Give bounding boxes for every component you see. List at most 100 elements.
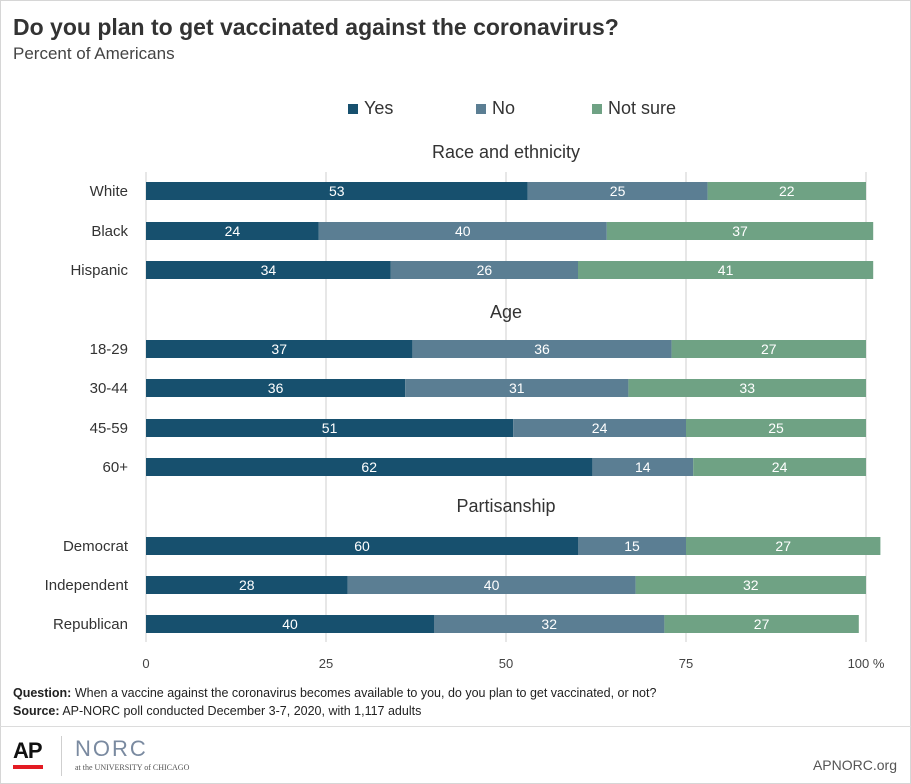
bar-segment xyxy=(693,458,866,476)
group-header: Age xyxy=(490,302,522,322)
ap-logo: AP xyxy=(13,739,47,769)
data-label: 15 xyxy=(624,538,640,554)
bar-segment xyxy=(664,615,859,633)
bar-segment xyxy=(635,576,866,594)
bar-segment xyxy=(578,537,686,555)
data-label: 40 xyxy=(282,616,298,632)
bar-segment xyxy=(146,379,406,397)
norc-logo: NORC at the UNIVERSITY of CHICAGO xyxy=(75,736,190,773)
x-tick-label: 0 xyxy=(142,656,149,671)
legend-item-not-sure: Not sure xyxy=(592,98,676,119)
bar-segment xyxy=(146,458,593,476)
bar-segment xyxy=(606,222,874,240)
chart-subtitle: Percent of Americans xyxy=(13,44,175,63)
data-label: 27 xyxy=(754,616,770,632)
category-label: Hispanic xyxy=(70,262,128,279)
bar-segment xyxy=(347,576,636,594)
norc-logo-subtext: at the UNIVERSITY of CHICAGO xyxy=(75,763,190,772)
legend-label-no: No xyxy=(492,98,516,118)
bar-segment xyxy=(527,182,708,200)
bar-segment xyxy=(671,340,866,358)
x-tick-label: 100 % xyxy=(848,656,885,671)
site-url: APNORC.org xyxy=(812,757,897,773)
data-label: 41 xyxy=(718,262,734,278)
bar-segment xyxy=(405,379,629,397)
bar-segment xyxy=(318,222,607,240)
source-text: AP-NORC poll conducted December 3-7, 202… xyxy=(62,704,422,718)
bar-segment xyxy=(146,340,413,358)
bar-segment xyxy=(390,261,578,279)
bar-segment xyxy=(412,340,672,358)
legend-item-no: No xyxy=(476,98,515,119)
question-label: Question: xyxy=(13,686,72,700)
x-tick-label: 50 xyxy=(499,656,513,671)
data-label: 25 xyxy=(610,183,626,199)
data-label: 24 xyxy=(225,223,241,239)
bar-segment xyxy=(686,419,866,437)
legend-swatch-no xyxy=(476,103,486,114)
norc-logo-text: NORC xyxy=(75,736,148,761)
data-label: 22 xyxy=(779,183,795,199)
x-tick-label: 25 xyxy=(319,656,333,671)
data-label: 33 xyxy=(739,380,755,396)
bar-segment xyxy=(146,182,528,200)
data-label: 62 xyxy=(361,459,377,475)
data-label: 36 xyxy=(268,380,284,396)
legend-swatch-not-sure xyxy=(592,103,602,114)
question-note: Question: When a vaccine against the cor… xyxy=(13,684,656,702)
bar-segment xyxy=(146,576,348,594)
bar-segment xyxy=(686,537,881,555)
data-label: 14 xyxy=(635,459,651,475)
ap-logo-bar xyxy=(13,765,43,769)
bar-segment xyxy=(146,419,514,437)
category-label: 45-59 xyxy=(90,420,128,437)
data-label: 40 xyxy=(455,223,471,239)
data-label: 40 xyxy=(484,577,500,593)
data-label: 26 xyxy=(477,262,493,278)
data-label: 34 xyxy=(261,262,277,278)
legend-label-yes: Yes xyxy=(364,98,394,118)
data-label: 32 xyxy=(541,616,557,632)
stacked-bar-chart: 0 25 50 75 100 % Race and ethnicity White 53 25 2… xyxy=(45,142,885,671)
bar-segment xyxy=(146,537,578,555)
bar-segment xyxy=(578,261,874,279)
ap-logo-text: AP xyxy=(13,738,43,763)
question-text: When a vaccine against the coronavirus b… xyxy=(74,686,657,700)
legend-item-yes: Yes xyxy=(348,98,393,119)
data-label: 60 xyxy=(354,538,370,554)
category-label: Democrat xyxy=(63,538,129,555)
category-label: Republican xyxy=(53,616,128,633)
chart-notes: Question: When a vaccine against the cor… xyxy=(13,684,656,720)
group-header: Partisanship xyxy=(456,496,555,516)
data-label: 24 xyxy=(592,420,608,436)
legend: Yes No Not sure xyxy=(0,98,911,120)
data-label: 24 xyxy=(772,459,788,475)
category-label: 18-29 xyxy=(90,341,128,358)
data-label: 37 xyxy=(271,341,287,357)
data-label: 37 xyxy=(732,223,748,239)
legend-swatch-yes xyxy=(348,103,358,114)
bar-segment xyxy=(628,379,866,397)
category-label: Independent xyxy=(45,577,129,594)
bar-segment xyxy=(146,615,434,633)
bar-segment xyxy=(707,182,866,200)
category-label: White xyxy=(90,183,128,200)
chart-title: Do you plan to get vaccinated against th… xyxy=(13,14,619,40)
data-label: 27 xyxy=(775,538,791,554)
bar-segment xyxy=(592,458,694,476)
category-label: 30-44 xyxy=(90,380,128,397)
x-tick-label: 75 xyxy=(679,656,693,671)
group-header: Race and ethnicity xyxy=(432,142,580,162)
source-label: Source: xyxy=(13,704,60,718)
data-label: 36 xyxy=(534,341,550,357)
category-label: 60+ xyxy=(103,459,129,476)
data-label: 53 xyxy=(329,183,345,199)
category-label: Black xyxy=(91,223,128,240)
logo-divider xyxy=(61,736,62,776)
legend-label-not-sure: Not sure xyxy=(608,98,677,118)
bar-segment xyxy=(146,261,391,279)
bar-segment xyxy=(513,419,686,437)
data-label: 32 xyxy=(743,577,759,593)
bar-segment xyxy=(146,222,319,240)
footer-divider xyxy=(0,726,911,727)
